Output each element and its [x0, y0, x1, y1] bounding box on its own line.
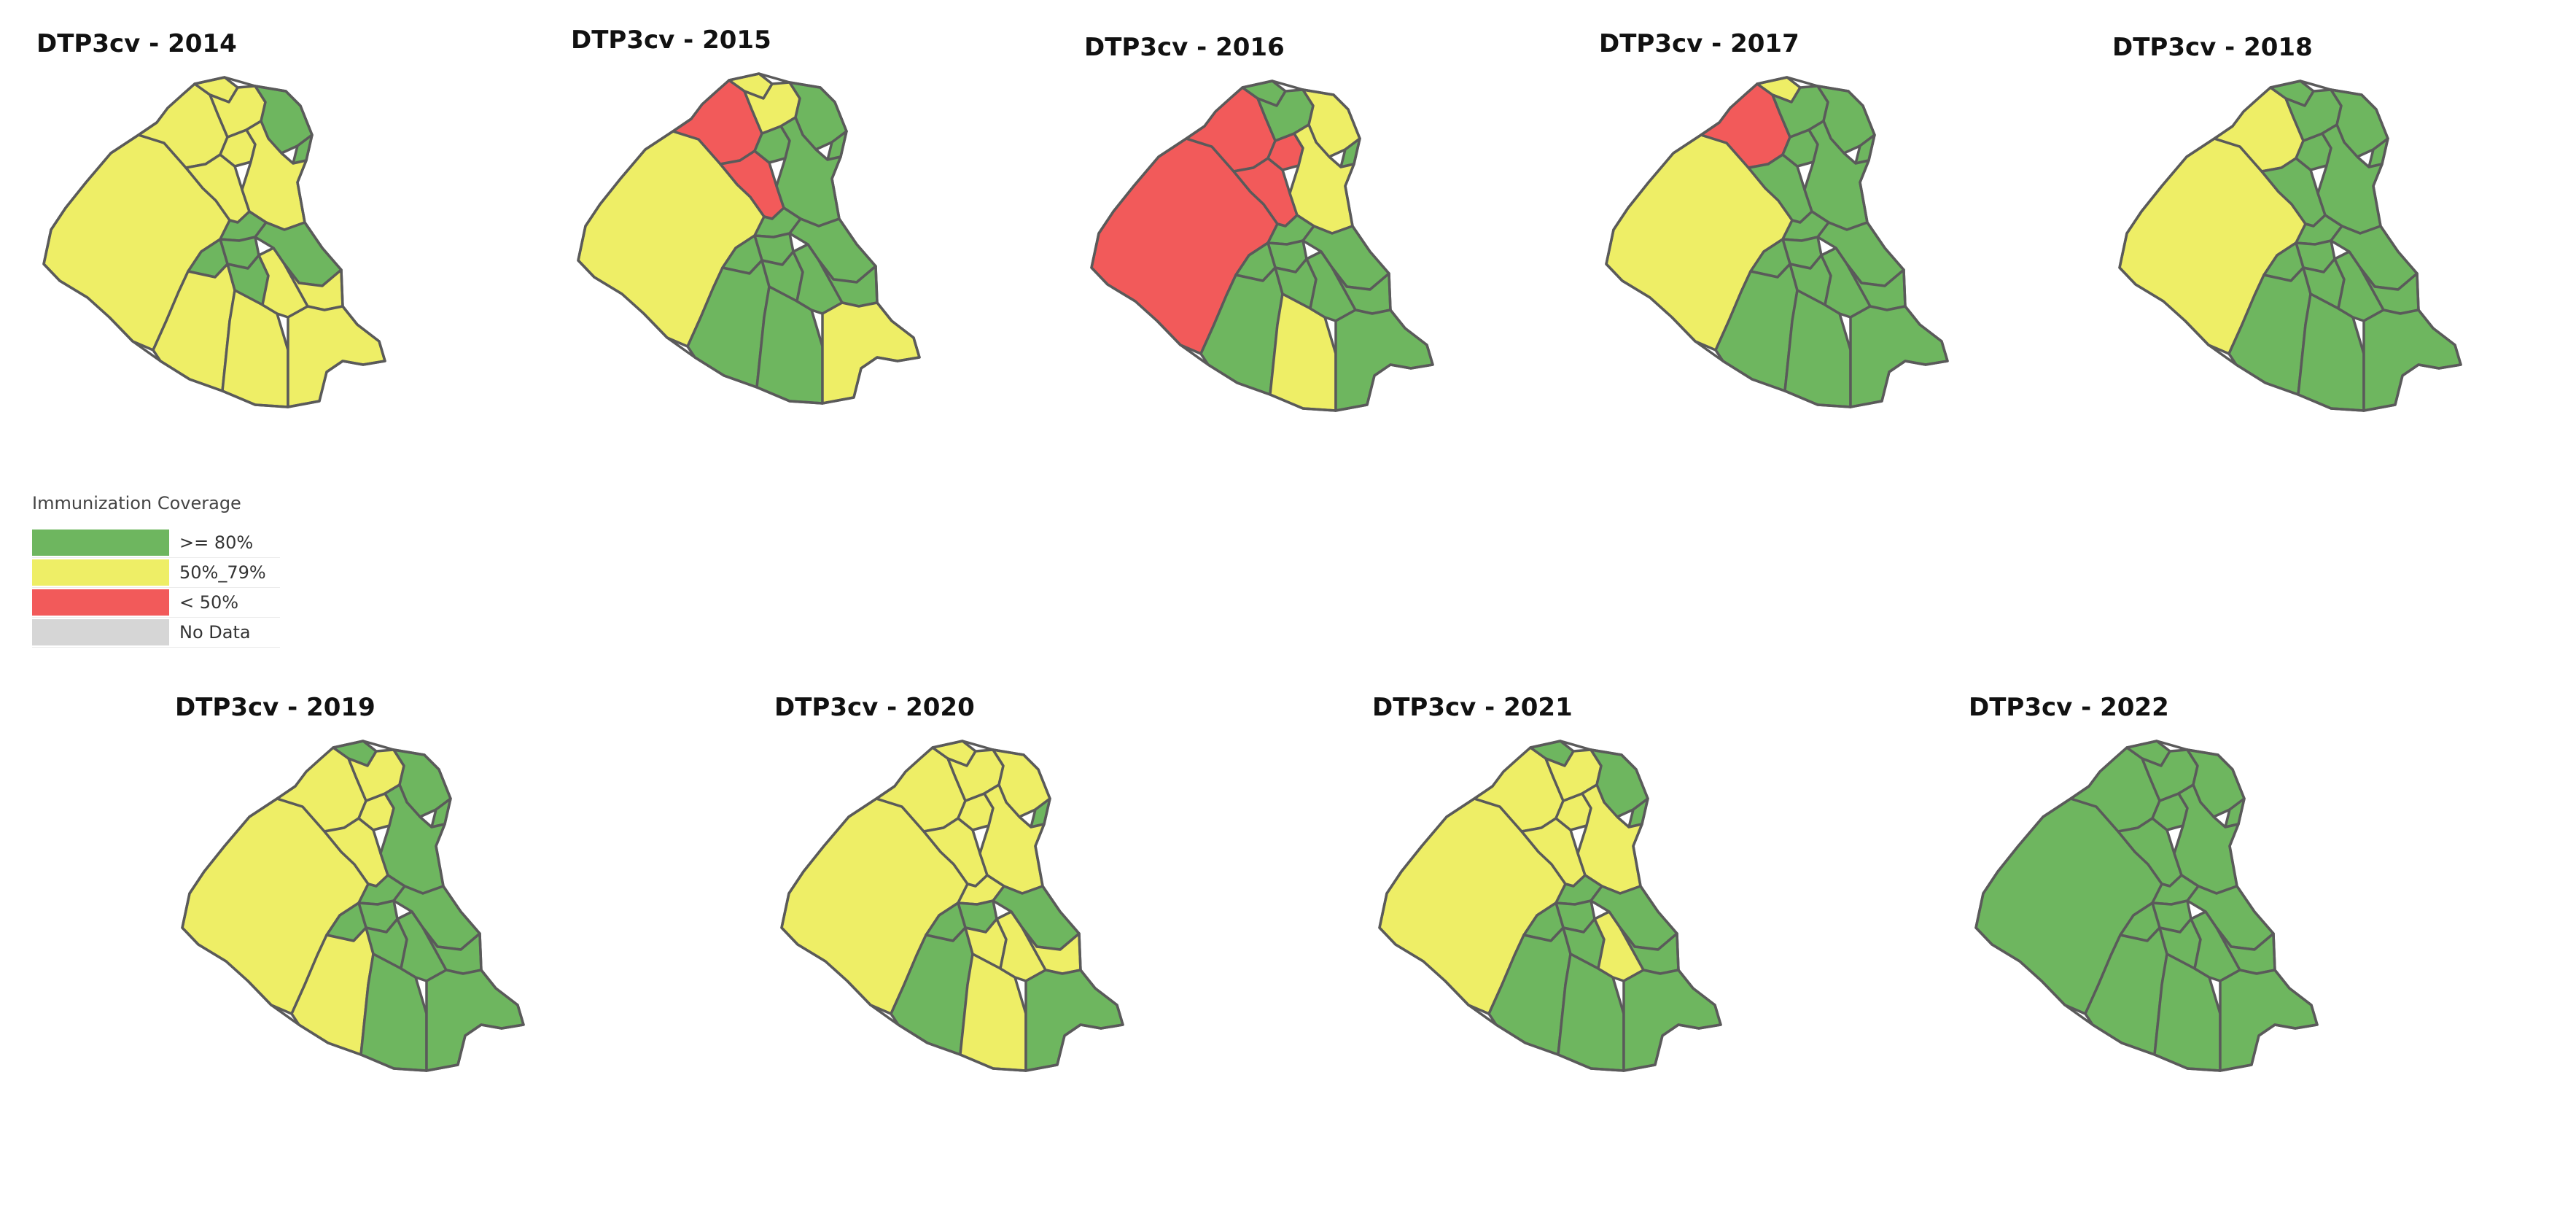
- region-r19: [425, 969, 525, 1072]
- legend-item: >= 80%: [32, 528, 280, 558]
- choropleth-map: [181, 740, 525, 1072]
- map-title: DTP3cv - 2020: [774, 693, 975, 722]
- map-panel-2022: DTP3cv - 2022: [1969, 693, 2435, 1218]
- legend-label: No Data: [179, 622, 251, 643]
- country-outline: [577, 72, 921, 405]
- map-panel-2019: DTP3cv - 2019: [175, 693, 642, 1218]
- map-title: DTP3cv - 2015: [571, 26, 771, 55]
- choropleth-map: [1605, 76, 1949, 408]
- legend-item: 50%_79%: [32, 558, 280, 588]
- country-outline: [1090, 79, 1434, 412]
- legend-swatch: [32, 589, 169, 616]
- legend-label: < 50%: [179, 592, 239, 613]
- map-title: DTP3cv - 2019: [175, 693, 375, 722]
- country-outline: [181, 740, 525, 1072]
- map-title: DTP3cv - 2016: [1084, 33, 1285, 62]
- map-panel-2021: DTP3cv - 2021: [1372, 693, 1839, 1218]
- legend-label: 50%_79%: [179, 562, 266, 583]
- region-r19: [1622, 969, 1722, 1072]
- region-r19: [2219, 969, 2319, 1072]
- choropleth-map: [42, 76, 386, 408]
- choropleth-map: [577, 72, 921, 405]
- country-outline: [42, 76, 386, 408]
- country-outline: [780, 740, 1124, 1072]
- map-title: DTP3cv - 2022: [1969, 693, 2169, 722]
- map-title: DTP3cv - 2014: [36, 29, 237, 58]
- map-panel-2016: DTP3cv - 2016: [1084, 33, 1551, 558]
- choropleth-map: [1090, 79, 1434, 412]
- map-panel-2015: DTP3cv - 2015: [571, 26, 1038, 551]
- region-r19: [287, 305, 386, 408]
- map-panel-2020: DTP3cv - 2020: [774, 693, 1241, 1218]
- choropleth-map: [1378, 740, 1722, 1072]
- country-outline: [1378, 740, 1722, 1072]
- country-outline: [1605, 76, 1949, 408]
- choropleth-map: [1974, 740, 2319, 1072]
- country-outline: [2118, 79, 2462, 412]
- region-r19: [821, 301, 921, 405]
- legend-item: < 50%: [32, 588, 280, 618]
- legend-swatch: [32, 559, 169, 586]
- region-r19: [2362, 309, 2462, 412]
- map-title: DTP3cv - 2017: [1599, 29, 1799, 58]
- map-title: DTP3cv - 2021: [1372, 693, 1573, 722]
- map-panel-2017: DTP3cv - 2017: [1599, 29, 2066, 554]
- choropleth-map: [2118, 79, 2462, 412]
- choropleth-map: [780, 740, 1124, 1072]
- legend-title: Immunization Coverage: [32, 493, 241, 513]
- legend-label: >= 80%: [179, 532, 254, 553]
- region-r19: [1849, 305, 1949, 408]
- legend-swatch: [32, 530, 169, 556]
- region-r19: [1024, 969, 1124, 1072]
- region-r19: [1334, 309, 1434, 412]
- map-title: DTP3cv - 2018: [2112, 33, 2313, 62]
- country-outline: [1974, 740, 2319, 1072]
- map-panel-2014: DTP3cv - 2014: [36, 29, 503, 554]
- map-panel-2018: DTP3cv - 2018: [2112, 33, 2576, 558]
- legend-item: No Data: [32, 618, 280, 648]
- legend-swatch: [32, 619, 169, 645]
- legend: Immunization Coverage >= 80% 50%_79% < 5…: [32, 493, 280, 648]
